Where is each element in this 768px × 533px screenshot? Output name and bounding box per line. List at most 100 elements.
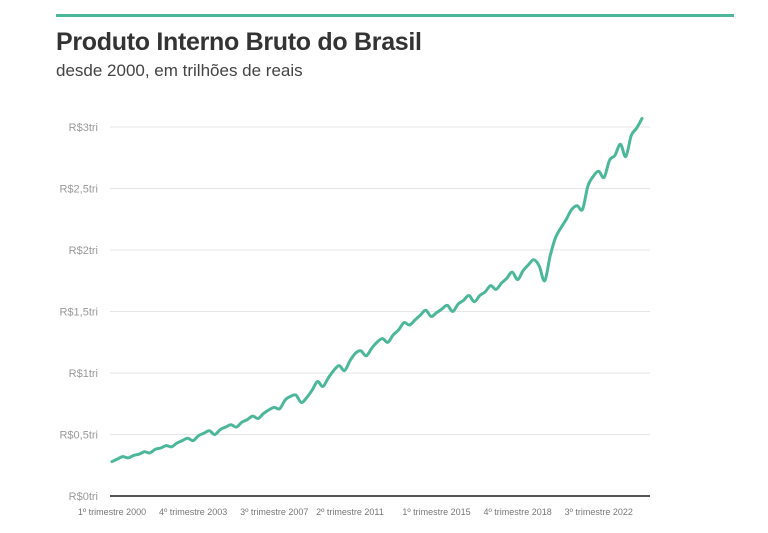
gdp-data-point bbox=[235, 426, 237, 428]
gdp-data-point bbox=[338, 364, 340, 366]
gdp-data-point bbox=[306, 396, 308, 398]
y-tick-label: R$3tri bbox=[69, 122, 98, 134]
gdp-data-point bbox=[149, 452, 151, 454]
gdp-data-point bbox=[468, 294, 470, 296]
gdp-data-point bbox=[176, 442, 178, 444]
gdp-data-point bbox=[462, 299, 464, 301]
gdp-data-point bbox=[598, 170, 600, 172]
gdp-data-point bbox=[419, 314, 421, 316]
gdp-data-point bbox=[603, 176, 605, 178]
y-tick-label: R$0tri bbox=[69, 491, 98, 503]
x-tick-label: 1º trimestre 2000 bbox=[78, 507, 146, 517]
gdp-data-point bbox=[489, 285, 491, 287]
gdp-data-point bbox=[203, 432, 205, 434]
gdp-data-point bbox=[111, 460, 113, 462]
gdp-data-point bbox=[495, 288, 497, 290]
gdp-data-point bbox=[349, 360, 351, 362]
y-tick-label: R$1tri bbox=[69, 368, 98, 380]
gdp-data-point bbox=[322, 385, 324, 387]
gdp-data-point bbox=[165, 444, 167, 446]
gdp-series-line bbox=[110, 116, 644, 464]
gdp-data-point bbox=[214, 433, 216, 435]
gdp-data-point bbox=[132, 454, 134, 456]
gdp-data-point bbox=[143, 451, 145, 453]
gdp-data-point bbox=[273, 406, 275, 408]
gdp-data-point bbox=[425, 309, 427, 311]
gdp-data-point bbox=[571, 208, 573, 210]
gdp-data-point bbox=[554, 237, 556, 239]
gdp-data-point bbox=[224, 426, 226, 428]
gdp-data-point bbox=[116, 458, 118, 460]
gdp-data-point bbox=[576, 205, 578, 207]
gdp-data-point bbox=[181, 439, 183, 441]
gdp-data-point bbox=[219, 428, 221, 430]
y-tick-label: R$1,5tri bbox=[59, 307, 98, 319]
gdp-data-point bbox=[284, 399, 286, 401]
gdp-data-point bbox=[295, 394, 297, 396]
gdp-data-point bbox=[414, 319, 416, 321]
x-tick-label: 4º trimestre 2018 bbox=[483, 507, 551, 517]
gdp-data-point bbox=[538, 265, 540, 267]
gdp-data-point bbox=[262, 412, 264, 414]
gdp-data-point bbox=[387, 341, 389, 343]
gdp-data-point bbox=[625, 155, 627, 157]
gdp-data-point bbox=[154, 448, 156, 450]
gdp-data-point bbox=[251, 415, 253, 417]
gdp-data-point bbox=[343, 369, 345, 371]
gdp-data-point bbox=[430, 315, 432, 317]
chart-title: Produto Interno Bruto do Brasil bbox=[56, 28, 422, 56]
gdp-data-point bbox=[170, 446, 172, 448]
gdp-data-point bbox=[187, 437, 189, 439]
gdp-data-point bbox=[327, 377, 329, 379]
gdp-data-point bbox=[241, 421, 243, 423]
gdp-data-point bbox=[381, 337, 383, 339]
x-tick-label: 4º trimestre 2003 bbox=[159, 507, 227, 517]
gdp-data-point bbox=[614, 154, 616, 156]
gdp-data-point bbox=[354, 352, 356, 354]
gdp-data-point bbox=[446, 304, 448, 306]
x-tick-label: 3º trimestre 2007 bbox=[240, 507, 308, 517]
y-tick-label: R$2,5tri bbox=[59, 184, 98, 196]
gdp-data-point bbox=[533, 259, 535, 261]
gdp-data-point bbox=[527, 264, 529, 266]
gdp-data-point bbox=[300, 401, 302, 403]
gdp-data-point bbox=[268, 409, 270, 411]
gdp-data-point bbox=[565, 218, 567, 220]
gdp-data-point bbox=[506, 277, 508, 279]
gdp-data-point bbox=[397, 329, 399, 331]
gdp-data-point bbox=[246, 419, 248, 421]
gdp-data-point bbox=[441, 308, 443, 310]
gdp-data-point bbox=[127, 457, 129, 459]
gdp-data-point bbox=[549, 255, 551, 257]
gdp-data-point bbox=[316, 380, 318, 382]
gdp-data-point bbox=[392, 334, 394, 336]
gdp-data-point bbox=[365, 355, 367, 357]
gdp-data-point bbox=[500, 282, 502, 284]
gdp-data-point bbox=[516, 278, 518, 280]
gdp-data-point bbox=[608, 159, 610, 161]
gdp-data-point bbox=[511, 271, 513, 273]
gdp-data-point bbox=[311, 389, 313, 391]
chart-subtitle: desde 2000, em trilhões de reais bbox=[56, 61, 303, 80]
x-tick-label: 2º trimestre 2011 bbox=[316, 507, 384, 517]
gdp-data-point bbox=[581, 208, 583, 210]
x-tick-label: 1º trimestre 2015 bbox=[402, 507, 470, 517]
gdp-data-point bbox=[230, 424, 232, 426]
gdp-data-point bbox=[360, 350, 362, 352]
gdp-data-point bbox=[560, 227, 562, 229]
gdp-data-point bbox=[208, 430, 210, 432]
gdp-data-point bbox=[587, 185, 589, 187]
gdp-data-point bbox=[457, 303, 459, 305]
gdp-data-point bbox=[138, 453, 140, 455]
gdp-data-point bbox=[452, 310, 454, 312]
y-tick-label: R$0,5tri bbox=[59, 430, 98, 442]
gdp-data-point bbox=[484, 291, 486, 293]
gdp-data-point bbox=[630, 134, 632, 136]
gdp-data-point bbox=[403, 321, 405, 323]
top-accent-rule bbox=[56, 14, 734, 17]
y-tick-label: R$2tri bbox=[69, 245, 98, 257]
gdp-data-point bbox=[197, 435, 199, 437]
gdp-data-point bbox=[257, 417, 259, 419]
gdp-data-point bbox=[370, 347, 372, 349]
